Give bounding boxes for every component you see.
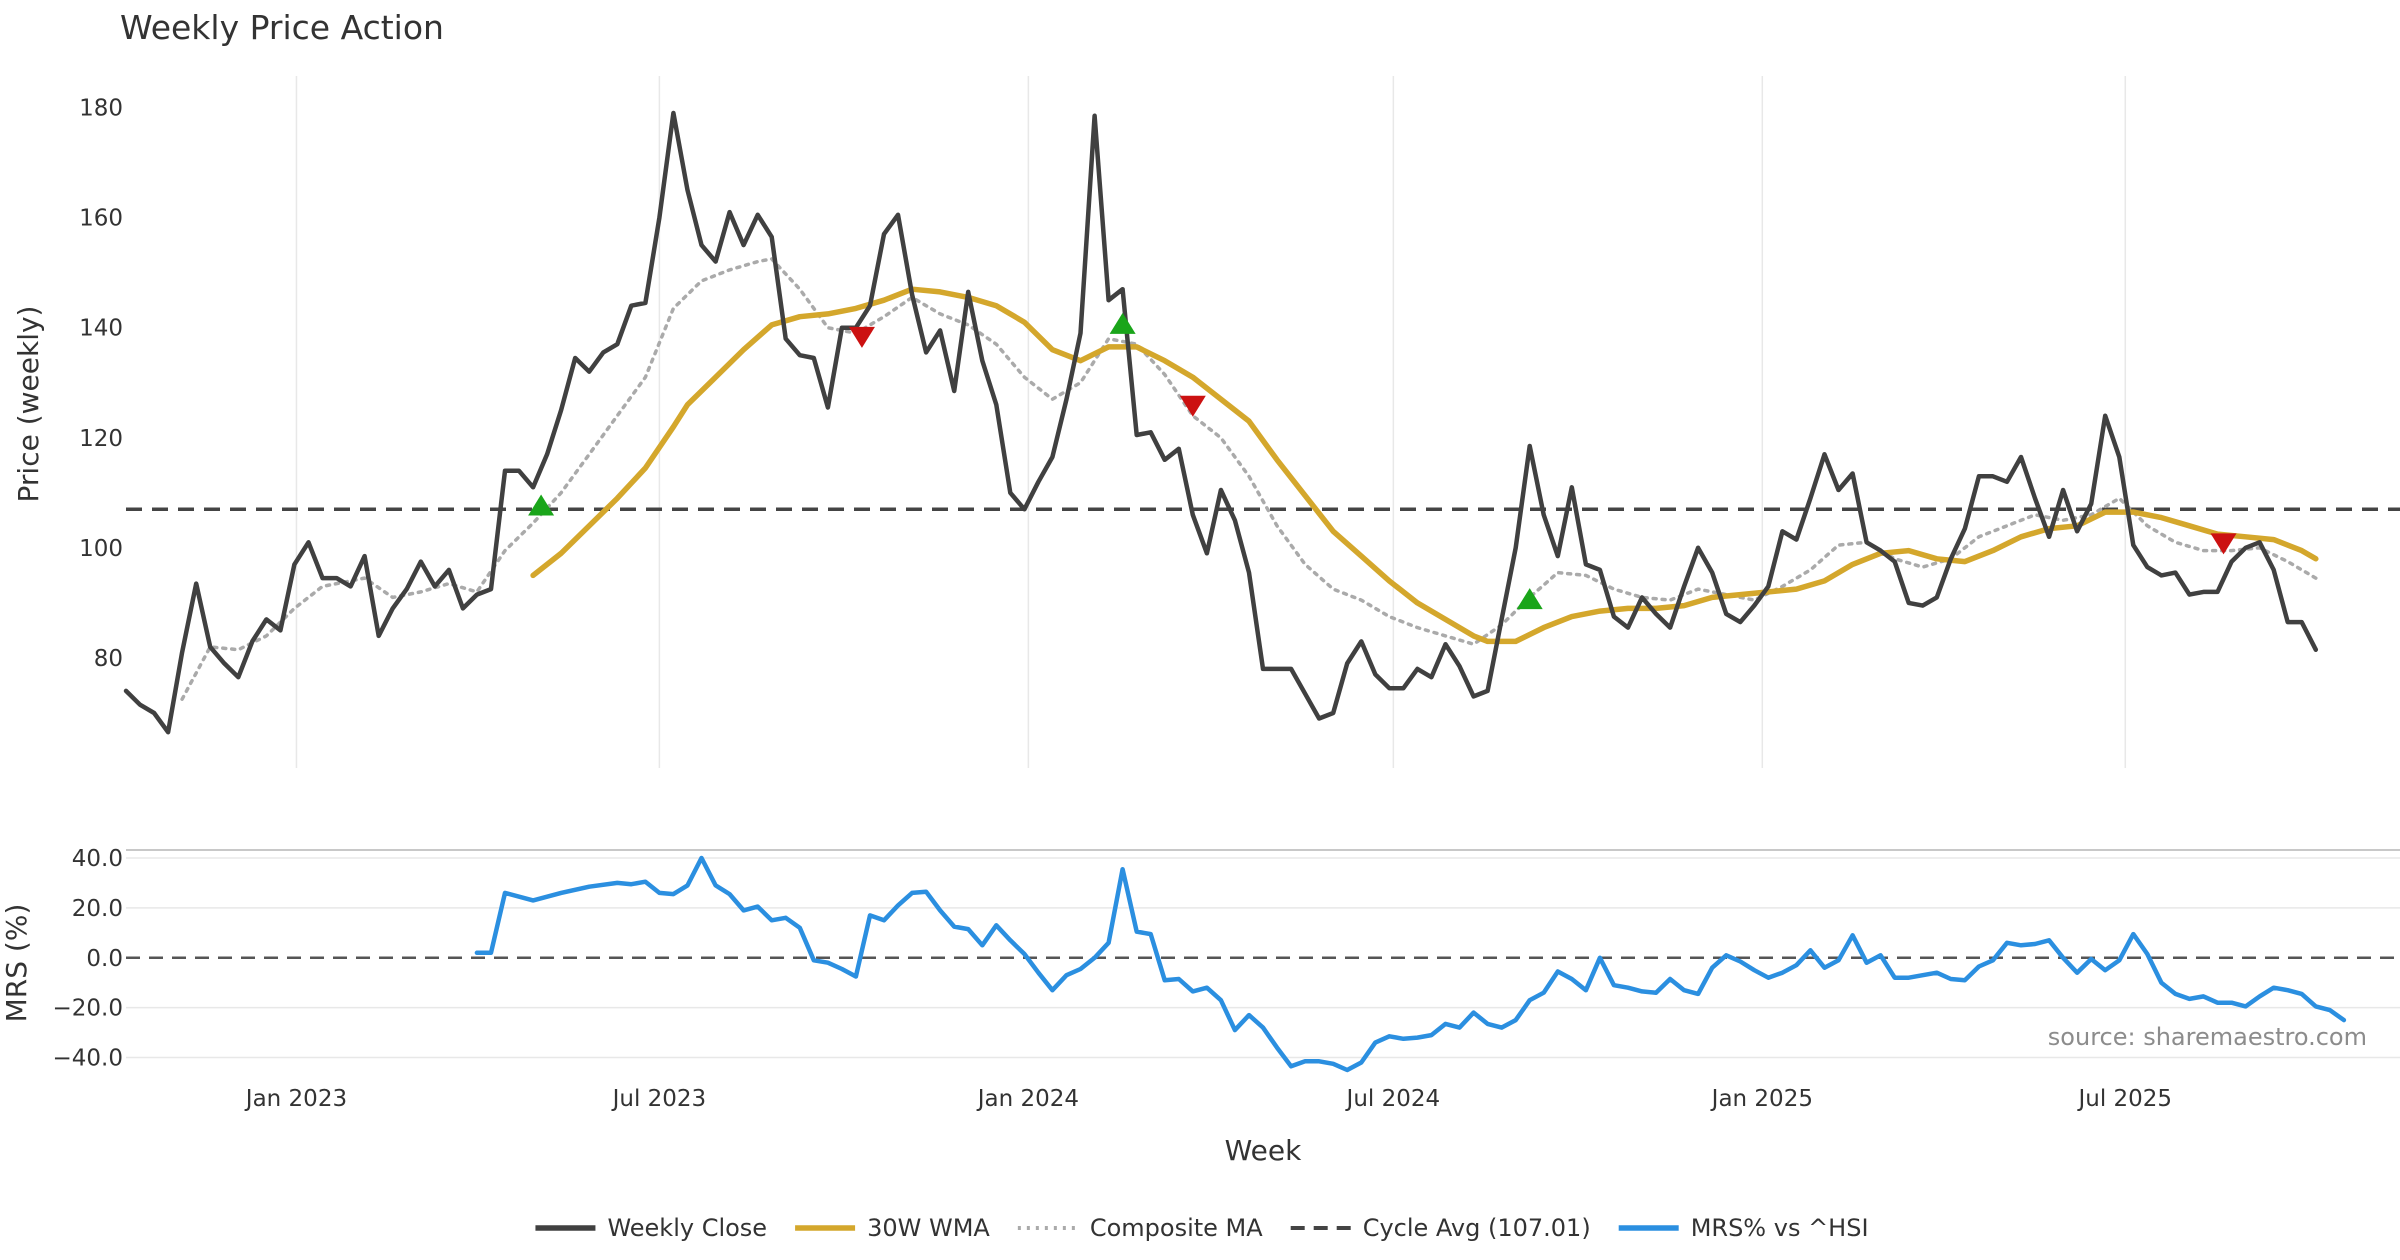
legend: Weekly Close 30W WMA Composite MA Cycle Avg… xyxy=(535,1214,1869,1242)
price-y-tick-label: 140 xyxy=(79,316,123,342)
x-tick-label: Jan 2024 xyxy=(976,1086,1079,1112)
price-y-axis-title: Price (weekly) xyxy=(12,306,45,503)
legend-label: 30W WMA xyxy=(867,1214,990,1242)
x-tick-label: Jan 2023 xyxy=(244,1086,347,1112)
wma-30w-line xyxy=(530,286,2319,645)
price-y-tick-label: 180 xyxy=(79,96,123,122)
buy-signal-marker xyxy=(1516,588,1543,610)
x-tick-label: Jan 2025 xyxy=(1710,1086,1813,1112)
x-tick-label: Jul 2024 xyxy=(1345,1086,1441,1112)
legend-item: Composite MA xyxy=(1017,1214,1263,1242)
legend-item: MRS% vs ^HSI xyxy=(1618,1214,1869,1242)
legend-label: MRS% vs ^HSI xyxy=(1691,1214,1869,1242)
mrs-y-tick-label: 20.0 xyxy=(72,896,123,922)
price-grid xyxy=(295,76,2127,768)
legend-label: Cycle Avg (107.01) xyxy=(1363,1214,1591,1242)
mrs-y-axis-title: MRS (%) xyxy=(0,904,33,1023)
mrs-series xyxy=(474,855,2347,1073)
x-axis-title: Week xyxy=(1225,1134,1302,1167)
x-tick-label: Jul 2025 xyxy=(2076,1086,2172,1112)
buy-signal-marker xyxy=(1109,312,1136,334)
legend-item: Cycle Avg (107.01) xyxy=(1290,1214,1591,1242)
weekly-close-line xyxy=(123,110,2319,735)
x-tick-label: Jul 2023 xyxy=(611,1086,707,1112)
mrs-y-tick-label: −20.0 xyxy=(53,996,123,1022)
price-y-tick-label: 80 xyxy=(94,646,123,672)
sell-signal-marker xyxy=(848,326,875,348)
legend-item: 30W WMA xyxy=(795,1214,990,1242)
sell-signal-marker xyxy=(1179,395,1206,417)
source-note: source: sharemaestro.com xyxy=(2048,1023,2367,1051)
price-series xyxy=(123,110,2319,735)
chart-title: Weekly Price Action xyxy=(120,8,444,47)
sell-signal-marker xyxy=(2210,533,2237,555)
mrs-grid xyxy=(126,857,2400,1059)
x-ticks: Jan 2023 Jul 2023 Jan 2024 Jul 2024 Jan 2025… xyxy=(244,1086,2172,1112)
mrs-y-tick-label: 0.0 xyxy=(86,946,123,972)
legend-label: Weekly Close xyxy=(607,1214,767,1242)
composite-ma-line xyxy=(180,257,2318,701)
legend-label: Composite MA xyxy=(1090,1214,1263,1242)
price-y-tick-label: 120 xyxy=(79,426,123,452)
mrs-y-tick-label: 40.0 xyxy=(72,846,123,872)
signal-markers xyxy=(528,312,2237,610)
price-y-tick-label: 160 xyxy=(79,206,123,232)
price-y-tick-label: 100 xyxy=(79,536,123,562)
legend-item: Weekly Close xyxy=(535,1214,767,1242)
mrs-line xyxy=(474,855,2347,1073)
price-y-ticks: 80 100 120 140 160 180 xyxy=(79,96,123,672)
mrs-y-tick-label: −40.0 xyxy=(53,1046,123,1072)
mrs-y-ticks: 40.0 20.0 0.0 −20.0 −40.0 xyxy=(53,846,123,1072)
buy-signal-marker xyxy=(528,494,555,516)
